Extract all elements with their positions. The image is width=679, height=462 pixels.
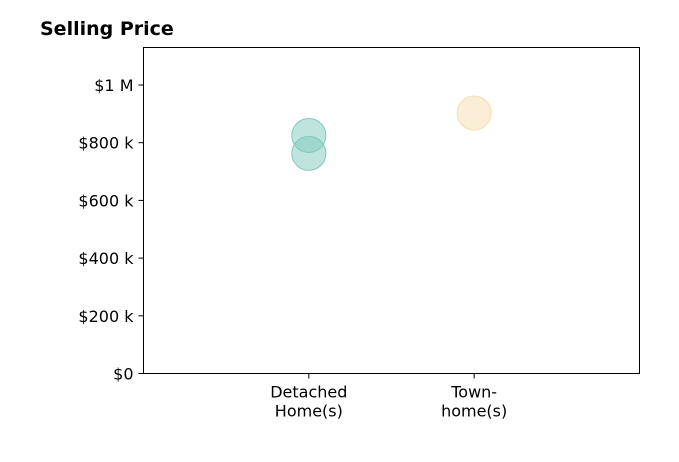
plot-frame [143,47,640,374]
data-point [456,95,492,131]
y-tick-label: $1 M [94,76,133,95]
x-tick-label-line: Home(s) [275,402,343,421]
data-point [291,135,327,171]
x-tick-label-line: Detached [270,383,347,402]
x-tick-label-line: Town- [450,383,497,402]
x-tick-label: Town-home(s) [441,383,507,421]
y-tick-label: $400 k [78,249,134,268]
x-tick-label: Detached Home(s) [270,383,347,421]
y-tick-label: $600 k [78,191,134,210]
y-tick-label: $200 k [78,307,134,326]
x-axis: Detached Home(s) Town-home(s) [270,373,507,421]
chart-title: Selling Price [40,18,174,40]
x-tick-label-line: home(s) [441,402,507,421]
y-tick-label: $800 k [78,134,134,153]
data-points [291,95,492,171]
y-tick-label: $0 [113,365,133,384]
y-axis: $0 $200 k $400 k $600 k $800 k $1 M [78,76,144,384]
